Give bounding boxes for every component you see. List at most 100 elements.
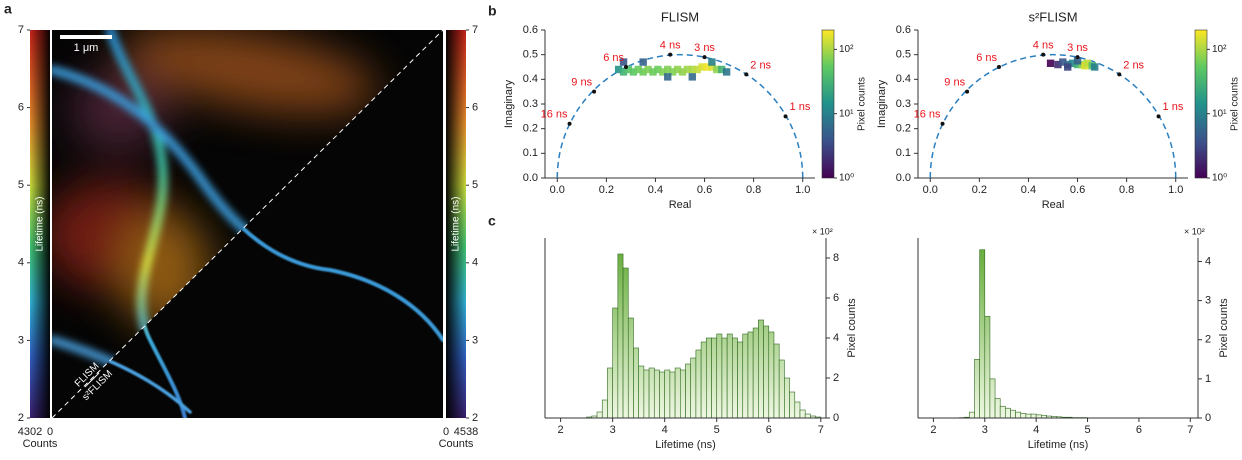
histogram-bar: [795, 402, 800, 418]
reference-label: 6 ns: [603, 52, 624, 64]
x-tick-label: 6: [1136, 424, 1142, 436]
panel-label: b: [488, 3, 497, 19]
histogram-bar: [696, 350, 701, 418]
x-tick-label: 1.0: [1168, 184, 1183, 196]
y-tick-label: 4: [833, 332, 839, 344]
colorbar-tick-label: 10⁰: [1212, 173, 1227, 184]
colorbar: [822, 30, 834, 178]
x-tick-label: 4: [662, 424, 668, 436]
colorbar-label: Pixel counts: [857, 77, 868, 131]
y-tick-label: 8: [833, 252, 839, 264]
histogram-bar: [607, 368, 612, 418]
x-tick-label: 3: [982, 424, 988, 436]
counts-title: Counts: [23, 438, 58, 450]
histogram-bar: [633, 348, 638, 418]
colorbar-tick-label: 2: [472, 412, 478, 424]
density-cell: [723, 68, 730, 75]
counts-title: Counts: [439, 438, 474, 450]
x-tick-label: 0.4: [1021, 184, 1036, 196]
x-axis-label: Real: [1042, 199, 1065, 211]
y-tick-label: 0.5: [896, 49, 911, 61]
colorbar-tick-label: 10²: [839, 44, 854, 55]
x-tick-label: 6: [766, 424, 772, 436]
y-axis-label: Pixel counts: [846, 298, 858, 358]
histogram-bar: [597, 412, 602, 418]
histogram-bar: [706, 338, 711, 418]
colorbar-tick-label: 6: [472, 102, 478, 114]
x-tick-label: 5: [714, 424, 720, 436]
x-tick-label: 0.8: [746, 184, 761, 196]
universal-circle: [930, 55, 1175, 178]
y-tick-label: 0.1: [523, 147, 538, 159]
x-tick-label: 0.0: [550, 184, 565, 196]
colorbar-tick-label: 6: [18, 102, 24, 114]
histogram-bar: [654, 370, 659, 418]
reference-label: 4 ns: [660, 40, 681, 52]
density-cell: [640, 58, 647, 65]
reference-label: 2 ns: [750, 59, 771, 71]
axis-multiplier: × 10²: [1184, 226, 1205, 236]
counts-label: 0: [47, 426, 53, 438]
x-axis-label: Lifetime (ns): [1028, 439, 1089, 451]
y-tick-label: 0.6: [523, 24, 538, 36]
y-tick-label: 0.3: [896, 98, 911, 110]
y-tick-label: 0.4: [896, 73, 911, 85]
y-tick-label: 0.0: [523, 172, 538, 184]
histogram-bar: [1005, 408, 1010, 418]
colorbar-tick-label: 3: [18, 334, 24, 346]
histogram-bar: [644, 370, 649, 418]
counts-label: 4538: [454, 426, 478, 438]
histogram-bar: [969, 412, 974, 418]
reference-label: 9 ns: [571, 77, 592, 89]
histogram-bar: [670, 372, 675, 418]
y-tick-label: 0.1: [896, 147, 911, 159]
colorbar-tick-label: 4: [472, 257, 478, 269]
histogram-bar: [743, 334, 748, 418]
reference-label: 3 ns: [1067, 42, 1088, 54]
reference-point: [703, 55, 707, 59]
counts-label: 0: [443, 426, 449, 438]
histogram-bar: [675, 368, 680, 418]
x-tick-label: 0.8: [1119, 184, 1134, 196]
x-axis-label: Real: [669, 199, 692, 211]
histogram-bar: [613, 308, 618, 418]
colorbar-label: Lifetime (ns): [451, 196, 462, 251]
density-cell: [708, 58, 715, 65]
histogram-bar: [686, 364, 691, 418]
histogram-bar: [618, 254, 623, 418]
y-tick-label: 0: [833, 412, 839, 424]
colorbar-tick-label: 10¹: [1212, 108, 1227, 119]
y-tick-label: 6: [833, 292, 839, 304]
reference-point: [592, 90, 596, 94]
reference-label: 16 ns: [541, 109, 568, 121]
y-tick-label: 0.4: [523, 73, 538, 85]
reference-point: [568, 122, 572, 126]
reference-label: 6 ns: [976, 52, 997, 64]
x-tick-label: 0.2: [972, 184, 987, 196]
density-cell: [689, 73, 696, 80]
y-tick-label: 0.0: [896, 172, 911, 184]
y-tick-label: 2: [833, 372, 839, 384]
x-tick-label: 0.6: [1070, 184, 1085, 196]
x-tick-label: 4: [1033, 424, 1039, 436]
x-tick-label: 2: [930, 424, 936, 436]
histogram-bar: [753, 328, 758, 418]
histogram-bar: [628, 318, 633, 418]
histogram-bar: [985, 316, 990, 418]
colorbar-tick-label: 7: [472, 24, 478, 36]
histogram-bar: [975, 359, 980, 418]
x-tick-label: 0.6: [697, 184, 712, 196]
reference-point: [1117, 72, 1121, 76]
y-tick-label: 4: [1205, 255, 1211, 267]
y-tick-label: 2: [1205, 334, 1211, 346]
histogram-bar: [769, 332, 774, 418]
reference-label: 1 ns: [790, 101, 811, 113]
histogram-bar: [784, 378, 789, 418]
density-cell: [1047, 60, 1054, 67]
colorbar-tick-label: 10⁰: [839, 173, 854, 184]
y-tick-label: 0.2: [523, 123, 538, 135]
reference-point: [784, 114, 788, 118]
histogram-bar: [1000, 406, 1005, 418]
reference-label: 16 ns: [914, 109, 941, 121]
x-tick-label: 3: [610, 424, 616, 436]
